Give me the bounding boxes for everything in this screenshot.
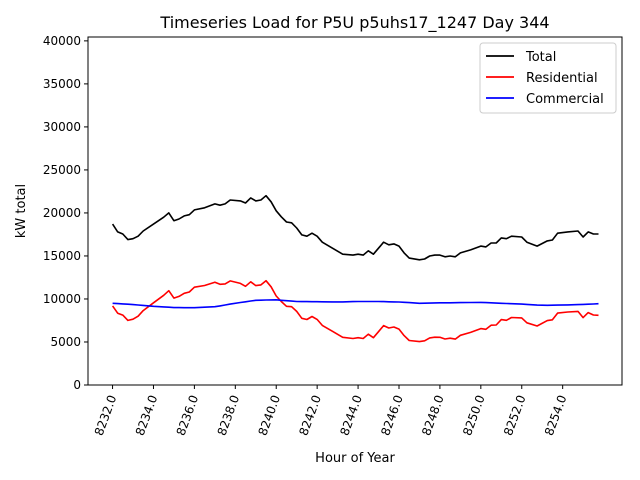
y-tick-label: 35000 xyxy=(43,77,81,91)
plot-frame xyxy=(87,36,623,386)
series-line-residential xyxy=(111,279,599,343)
y-axis-label: kW total xyxy=(14,184,29,238)
x-axis-label: Hour of Year xyxy=(315,451,395,466)
y-tick-label: 15000 xyxy=(43,249,81,263)
legend-label-commercial: Commercial xyxy=(526,92,604,107)
y-tick-label: 5000 xyxy=(50,335,81,349)
legend: Total Residential Commercial xyxy=(479,42,617,114)
y-axis: 0 5000 10000 15000 20000 25000 30000 35000 40000 xyxy=(43,34,88,392)
y-tick-label: 20000 xyxy=(43,206,81,220)
series-line-total xyxy=(111,194,599,261)
y-tick-label: 40000 xyxy=(43,34,81,48)
y-tick-label: 10000 xyxy=(43,292,81,306)
chart-title: Timeseries Load for P5U p5uhs17_1247 Day… xyxy=(159,13,549,33)
y-tick-label: 25000 xyxy=(43,163,81,177)
y-tick-label: 30000 xyxy=(43,120,81,134)
series-layer xyxy=(111,194,599,343)
legend-label-residential: Residential xyxy=(526,71,598,86)
series-line-commercial xyxy=(112,298,599,309)
legend-box xyxy=(479,42,617,114)
legend-label-total: Total xyxy=(525,50,556,65)
y-tick-label: 0 xyxy=(73,378,81,392)
